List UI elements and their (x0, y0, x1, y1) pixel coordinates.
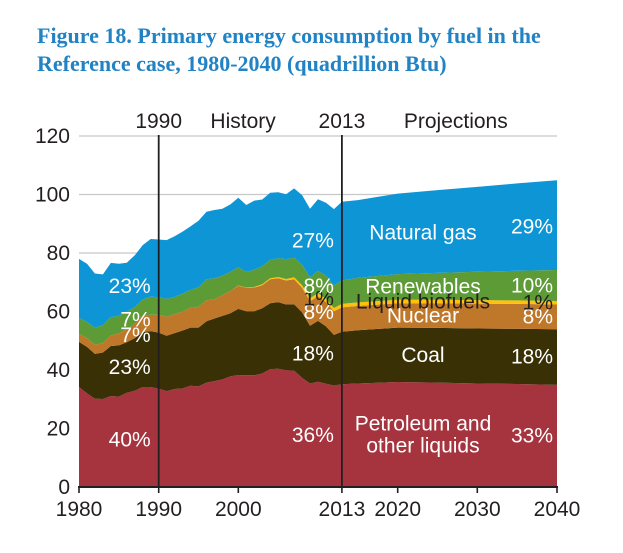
pct-label-petroleum-2040: 33% (511, 425, 553, 448)
series-label-coal: Coal (401, 344, 444, 367)
y-tick-label-0: 0 (58, 476, 70, 499)
x-tick-label-2013: 2013 (319, 498, 366, 521)
pct-label-natural-gas-2040: 29% (511, 216, 553, 239)
x-tick-label-1990: 1990 (135, 498, 182, 521)
series-label-natural-gas: Natural gas (369, 221, 476, 244)
pct-label-renewables-2013: 8% (304, 275, 334, 298)
era-label-2013: 2013 (319, 110, 366, 133)
series-label-petroleum-1: Petroleum and (355, 413, 492, 436)
x-tick-label-2040: 2040 (534, 498, 581, 521)
area-renewables (79, 257, 557, 345)
series-label-renewables: Renewables (365, 276, 481, 299)
pct-label-renewables-2040: 10% (511, 275, 553, 298)
pct-label-liquid-biofuels-2040: 1% (523, 291, 553, 314)
series-label-petroleum-2: other liquids (366, 435, 479, 458)
y-tick-label-80: 80 (47, 242, 70, 265)
pct-label-coal-1990: 23% (109, 356, 151, 379)
y-tick-label-120: 120 (35, 125, 70, 148)
pct-label-liquid-biofuels-2013: 1% (304, 287, 334, 310)
x-tick-label-2000: 2000 (215, 498, 262, 521)
area-coal (79, 302, 557, 399)
pct-label-natural-gas-1990: 23% (109, 275, 151, 298)
pct-label-coal-2013: 18% (292, 343, 334, 366)
pct-label-petroleum-1990: 40% (109, 429, 151, 452)
x-tick-label-2030: 2030 (454, 498, 501, 521)
area-nuclear (79, 278, 557, 354)
pct-label-nuclear-2040: 8% (523, 306, 553, 329)
figure-title: Figure 18. Primary energy consumption by… (37, 22, 597, 78)
y-tick-label-100: 100 (35, 184, 70, 207)
area-natural-gas (79, 180, 557, 328)
pct-label-nuclear-2013: 8% (304, 301, 334, 324)
y-tick-label-20: 20 (47, 418, 70, 441)
era-label-history: History (210, 110, 276, 133)
series-label-nuclear: Nuclear (387, 305, 459, 328)
area-petroleum (79, 368, 557, 487)
pct-label-nuclear-1990: 7% (120, 324, 150, 347)
y-tick-label-40: 40 (47, 359, 70, 382)
figure-title-line1: Figure 18. Primary energy consumption by… (37, 23, 541, 48)
pct-label-petroleum-2013: 36% (292, 424, 334, 447)
x-tick-label-1980: 1980 (56, 498, 103, 521)
pct-label-natural-gas-2013: 27% (292, 230, 334, 253)
pct-label-renewables-1990: 7% (120, 308, 150, 331)
era-label-projections: Projections (404, 110, 508, 133)
figure-title-line2: Reference case, 1980-2040 (quadrillion B… (37, 51, 447, 76)
y-tick-label-60: 60 (47, 301, 70, 324)
era-label-1990: 1990 (135, 110, 182, 133)
series-label-liquid-biofuels: Liquid biofuels (356, 291, 490, 314)
pct-label-coal-2040: 18% (511, 346, 553, 369)
x-tick-label-2020: 2020 (374, 498, 421, 521)
